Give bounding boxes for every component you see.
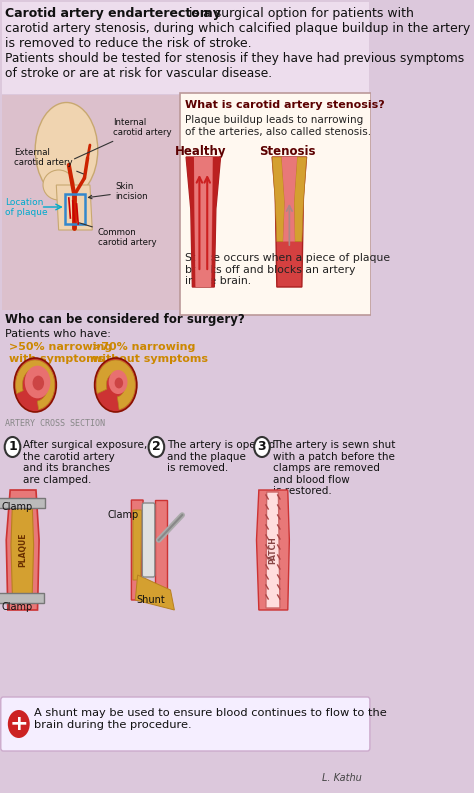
Text: Common
carotid artery: Common carotid artery xyxy=(79,223,156,247)
Circle shape xyxy=(148,437,164,457)
Text: Patients who have:: Patients who have: xyxy=(6,329,111,339)
FancyBboxPatch shape xyxy=(1,2,369,94)
FancyBboxPatch shape xyxy=(1,697,370,751)
Circle shape xyxy=(254,437,270,457)
Ellipse shape xyxy=(43,170,74,200)
Text: Plaque buildup leads to narrowing
of the arteries, also called stenosis.: Plaque buildup leads to narrowing of the… xyxy=(184,115,371,136)
Text: Patients should be tested for stenosis if they have had previous symptoms
of str: Patients should be tested for stenosis i… xyxy=(6,52,465,80)
Polygon shape xyxy=(6,490,39,610)
Text: The artery is opened
and the plaque
is removed.: The artery is opened and the plaque is r… xyxy=(167,440,275,473)
Polygon shape xyxy=(186,157,195,287)
Polygon shape xyxy=(282,157,297,242)
Text: 2: 2 xyxy=(152,440,161,454)
Text: >50% narrowing
with symptoms: >50% narrowing with symptoms xyxy=(9,342,113,364)
FancyBboxPatch shape xyxy=(142,503,155,577)
Circle shape xyxy=(8,710,30,738)
Polygon shape xyxy=(131,500,143,600)
Text: 1: 1 xyxy=(8,440,17,454)
Polygon shape xyxy=(272,157,285,242)
Polygon shape xyxy=(272,157,307,287)
Text: After surgical exposure,
the carotid artery
and its branches
are clamped.: After surgical exposure, the carotid art… xyxy=(23,440,148,485)
Text: What is carotid artery stenosis?: What is carotid artery stenosis? xyxy=(184,100,384,110)
Polygon shape xyxy=(211,157,220,287)
Polygon shape xyxy=(56,185,92,230)
Text: PATCH: PATCH xyxy=(268,536,277,564)
FancyBboxPatch shape xyxy=(1,95,180,310)
Text: Shunt: Shunt xyxy=(137,595,165,605)
Polygon shape xyxy=(133,510,142,580)
Circle shape xyxy=(115,377,123,389)
Text: PLAQUE: PLAQUE xyxy=(18,533,27,567)
Polygon shape xyxy=(186,157,220,287)
Ellipse shape xyxy=(35,102,98,197)
FancyBboxPatch shape xyxy=(180,93,371,315)
Text: Location
of plaque: Location of plaque xyxy=(6,198,48,217)
Circle shape xyxy=(5,437,20,457)
Text: ARTERY CROSS SECTION: ARTERY CROSS SECTION xyxy=(6,419,106,428)
Wedge shape xyxy=(16,360,55,410)
Circle shape xyxy=(95,358,137,412)
Text: 3: 3 xyxy=(258,440,266,454)
Text: Clamp: Clamp xyxy=(108,510,139,520)
Text: Stenosis: Stenosis xyxy=(259,145,315,158)
Polygon shape xyxy=(11,500,34,600)
Circle shape xyxy=(109,370,128,394)
Polygon shape xyxy=(256,490,289,610)
Circle shape xyxy=(25,366,50,398)
Text: External
carotid artery: External carotid artery xyxy=(14,148,83,174)
Polygon shape xyxy=(155,500,166,600)
Polygon shape xyxy=(194,157,213,287)
Text: Healthy: Healthy xyxy=(175,145,227,158)
Polygon shape xyxy=(294,157,307,242)
Text: L. Kathu: L. Kathu xyxy=(321,773,361,783)
Text: Carotid artery endarterectomy: Carotid artery endarterectomy xyxy=(6,7,221,20)
Text: +: + xyxy=(9,714,28,734)
Polygon shape xyxy=(135,575,174,610)
Text: Clamp: Clamp xyxy=(1,502,33,512)
Text: >70% narrowing
without symptoms: >70% narrowing without symptoms xyxy=(92,342,208,364)
Text: A shunt may be used to ensure blood continues to flow to the
brain during the pr: A shunt may be used to ensure blood cont… xyxy=(35,708,387,730)
Text: Skin
incision: Skin incision xyxy=(89,182,148,201)
Text: Internal
carotid artery: Internal carotid artery xyxy=(74,118,172,159)
Text: Stroke occurs when a piece of plaque
breaks off and blocks an artery
in the brai: Stroke occurs when a piece of plaque bre… xyxy=(184,253,390,286)
Polygon shape xyxy=(266,492,280,608)
Wedge shape xyxy=(96,360,135,410)
Circle shape xyxy=(14,358,56,412)
Text: The artery is sewn shut
with a patch before the
clamps are removed
and blood flo: The artery is sewn shut with a patch bef… xyxy=(273,440,395,496)
Text: Clamp: Clamp xyxy=(1,602,33,612)
Text: is a surgical option for patients with
carotid artery stenosis, during which cal: is a surgical option for patients with c… xyxy=(6,7,471,50)
Polygon shape xyxy=(0,498,46,508)
Text: Who can be considered for surgery?: Who can be considered for surgery? xyxy=(6,313,245,326)
Circle shape xyxy=(33,376,44,390)
Polygon shape xyxy=(0,593,44,603)
